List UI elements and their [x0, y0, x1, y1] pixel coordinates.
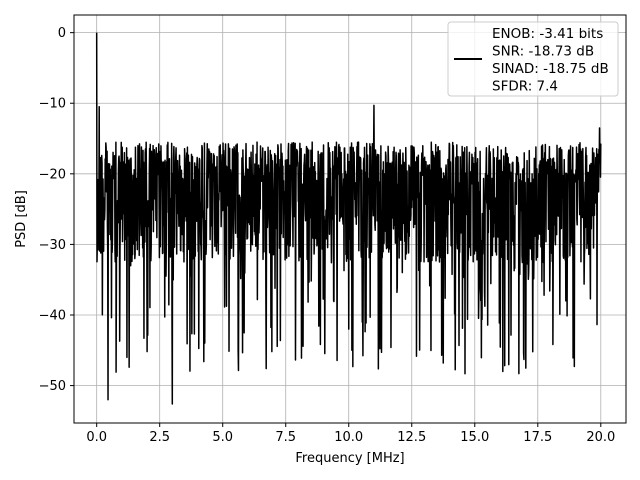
legend-box — [447, 21, 619, 97]
y-tick-label: −40 — [39, 309, 66, 324]
x-tick-label: 12.5 — [397, 430, 426, 445]
x-tick-label: 5.0 — [212, 430, 233, 445]
x-tick-label: 7.5 — [275, 430, 296, 445]
y-axis-ticks: 0 −10 −20 −30 −40 −50 — [39, 26, 74, 394]
legend-enob-text: ENOB: -3.41 bits — [492, 26, 603, 42]
y-tick-label: 0 — [58, 26, 66, 41]
legend-sfdr-text: SFDR: 7.4 — [492, 79, 558, 95]
psd-series-line — [95, 32, 602, 405]
y-tick-label: −30 — [39, 238, 66, 253]
y-axis-label: PSD [dB] — [14, 190, 29, 248]
axes-frame — [73, 14, 627, 424]
y-tick-label: −50 — [39, 379, 66, 394]
x-axis-label: Frequency [MHz] — [295, 451, 404, 466]
y-tick-label: −10 — [39, 97, 66, 112]
x-tick-label: 20.0 — [586, 430, 615, 445]
x-tick-label: 15.0 — [460, 430, 489, 445]
legend: ENOB: -3.41 bits SNR: -18.73 dB SINAD: -… — [447, 21, 619, 97]
series-group — [95, 32, 602, 405]
x-axis-ticks: 0.0 2.5 5.0 7.5 10.0 12.5 15.0 17.5 20.0 — [86, 423, 615, 445]
x-tick-label: 0.0 — [86, 430, 107, 445]
x-tick-label: 2.5 — [149, 430, 170, 445]
legend-snr-text: SNR: -18.73 dB — [492, 44, 594, 60]
x-tick-label: 10.0 — [334, 430, 363, 445]
legend-sinad-text: SINAD: -18.75 dB — [492, 61, 609, 77]
y-tick-label: −20 — [39, 167, 66, 182]
x-tick-label: 17.5 — [523, 430, 552, 445]
